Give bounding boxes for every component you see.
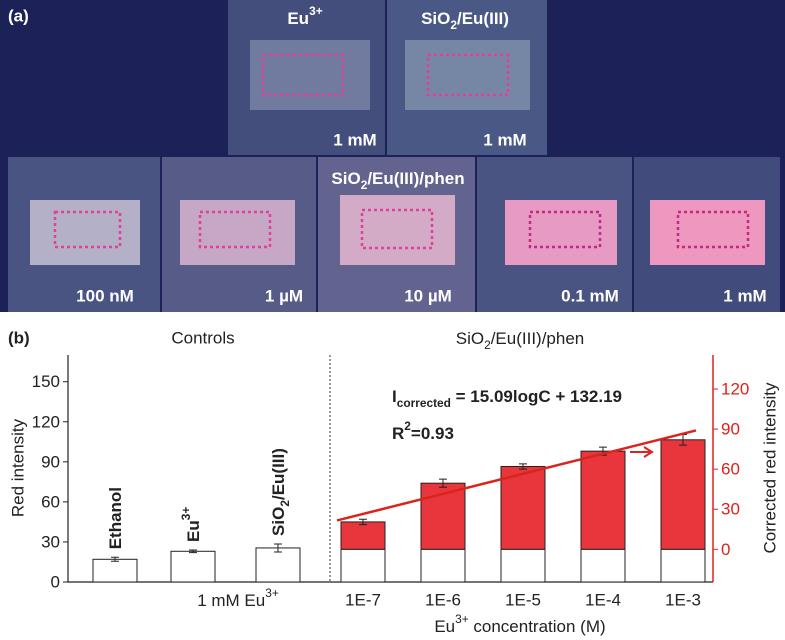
- slide-conc: 1 mM: [483, 131, 526, 150]
- y-tick-label: 120: [32, 412, 60, 431]
- category-label: SiO2/Eu(III): [269, 448, 293, 536]
- bar: [92, 558, 138, 583]
- slide-conc: 0.1 mM: [561, 287, 619, 306]
- x-tick-label: 1E-7: [345, 591, 381, 610]
- text-part: 3+: [309, 4, 323, 18]
- text-part: /Eu(III)/phen: [491, 329, 585, 348]
- text-part: corrected: [397, 396, 451, 410]
- roi: [198, 210, 272, 249]
- arrow: [630, 446, 654, 458]
- bar: [660, 439, 706, 550]
- y-tick-label: 60: [41, 492, 60, 511]
- text-part: I: [392, 387, 397, 406]
- text-part: = 15.09logC + 132.19: [451, 387, 622, 406]
- y2-axis-title: Corrected red intensity: [761, 382, 780, 554]
- slide-conc: 10 µM: [404, 287, 452, 306]
- text-part: R: [392, 424, 404, 443]
- x-tick-label: 1E-6: [425, 591, 461, 610]
- slide-conc: 100 nM: [76, 287, 134, 306]
- y2-tick-label: 0: [721, 540, 730, 559]
- group-axis-label: 1 mM Eu3+: [197, 586, 279, 610]
- y-tick-label: 30: [41, 532, 60, 551]
- error-bar: [359, 518, 367, 526]
- panel-label: (a): [8, 7, 29, 26]
- x-tick-label: 1E-3: [665, 591, 701, 610]
- bar: [580, 450, 626, 550]
- error-bar: [439, 478, 447, 488]
- group-label: SiO2/Eu(III)/phen: [456, 329, 585, 353]
- text-part: 2: [278, 500, 292, 507]
- text-part: =0.93: [411, 424, 454, 443]
- text-part: 3+: [265, 586, 279, 600]
- group-label: Controls: [171, 329, 234, 348]
- y-axis-title: Red intensity: [9, 418, 28, 517]
- bar: [255, 547, 301, 583]
- text-part: concentration (M): [469, 617, 606, 636]
- text-part: Ethanol: [106, 487, 125, 549]
- photo-panel: (a) Eu3+ SiO2/Eu(III)1 mM 1 mMSiO2/Eu(III)/…: [0, 0, 785, 312]
- base-bar: [660, 548, 706, 583]
- x-tick-label: 1E-5: [505, 591, 541, 610]
- bar: [340, 521, 386, 550]
- error-bar: [274, 543, 282, 553]
- roi: [53, 210, 122, 249]
- slide-title: Eu3+: [287, 4, 322, 28]
- bar: [170, 550, 216, 583]
- slide-title: SiO2/Eu(III): [421, 9, 509, 33]
- sample: [250, 40, 370, 110]
- text-part: 3+: [455, 612, 469, 626]
- x-axis-title: Eu3+ concentration (M): [434, 612, 605, 636]
- text-part: /Eu(III): [457, 9, 509, 28]
- panel-label: (b): [8, 329, 30, 348]
- category-label: Ethanol: [106, 487, 125, 549]
- text-part: 2: [361, 178, 368, 192]
- fit-line: [336, 429, 697, 522]
- text-part: 2: [404, 419, 411, 433]
- text-part: 1 mM Eu: [197, 591, 265, 610]
- text-part: 2: [450, 18, 457, 32]
- y2-tick-label: 60: [721, 460, 740, 479]
- text-part: SiO: [331, 169, 360, 188]
- slide-conc: 1 mM: [333, 131, 376, 150]
- x-tick-label: 1E-4: [585, 591, 621, 610]
- sample: [180, 200, 295, 265]
- base-bar: [580, 548, 626, 583]
- y2-tick-label: 30: [721, 500, 740, 519]
- slide-conc: 1 µM: [265, 287, 303, 306]
- text-part: Eu: [287, 9, 309, 28]
- base-bar: [420, 548, 466, 583]
- sample: [340, 195, 455, 265]
- base-bar: [500, 548, 546, 583]
- text-part: 2: [484, 338, 491, 352]
- error-bar: [189, 549, 197, 554]
- slide-title: SiO2/Eu(III)/phen: [331, 169, 464, 193]
- y-tick-label: 0: [51, 573, 60, 592]
- fit-r2: R2=0.93: [392, 419, 454, 443]
- roi: [528, 210, 602, 249]
- text-part: /Eu(III): [269, 448, 288, 500]
- y-tick-label: 150: [32, 372, 60, 391]
- bar: [500, 465, 546, 550]
- text-part: SiO: [456, 329, 484, 348]
- y2-tick-label: 90: [721, 420, 740, 439]
- fit-equation: Icorrected = 15.09logC + 132.19: [392, 387, 622, 411]
- roi: [676, 210, 750, 249]
- error-bar: [111, 556, 119, 562]
- sample: [30, 200, 140, 265]
- text-part: 3+: [179, 507, 193, 521]
- category-label: Eu3+: [179, 507, 203, 542]
- y2-tick-label: 120: [721, 380, 749, 399]
- y-tick-label: 90: [41, 452, 60, 471]
- text-part: SiO: [269, 507, 288, 536]
- text-part: /Eu(III)/phen: [367, 169, 464, 188]
- sample: [405, 40, 530, 110]
- text-part: Eu: [184, 520, 203, 542]
- text-part: Eu: [434, 617, 455, 636]
- error-bar: [519, 463, 527, 470]
- slide-conc: 1 mM: [723, 287, 766, 306]
- text-part: SiO: [421, 9, 450, 28]
- base-bar: [340, 548, 386, 583]
